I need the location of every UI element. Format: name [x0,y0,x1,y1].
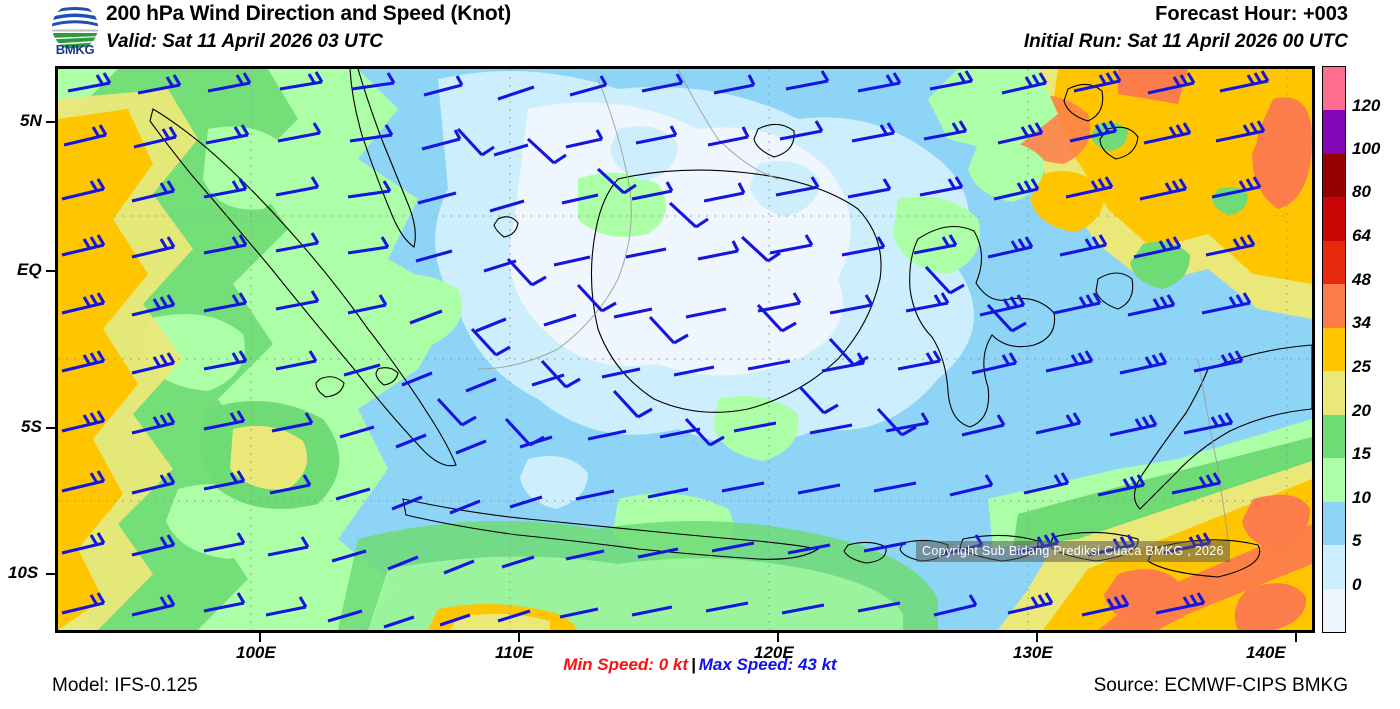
wind-barbs [61,70,1270,629]
min-speed-label: Min Speed: 0 kt [563,655,688,674]
ytick-label-5n: 5N [20,111,42,130]
ytick-label-10s: 10S [8,563,39,582]
colorbar-label-15: 15 [1352,444,1371,463]
source-label: Source: ECMWF-CIPS BMKG [1093,675,1348,696]
xtick-label-130e: 130E [1013,643,1053,662]
max-speed-label: Max Speed: 43 kt [698,655,837,674]
ytick-label-eq: EQ [17,260,42,279]
colorbar-segment [1323,284,1345,328]
xtick-label-140e: 140E [1246,643,1286,662]
ytick-label-5s: 5S [21,417,42,436]
xtick-mark-130e [1036,633,1038,642]
initial-run-label: Initial Run: Sat 11 April 2026 00 UTC [1023,31,1348,52]
colorbar [1322,66,1346,633]
colorbar-label-34: 34 [1352,313,1371,332]
colorbar-label-64: 64 [1352,226,1371,245]
minmax-separator: | [690,655,696,674]
xtick-label-100e: 100E [236,643,276,662]
colorbar-segment [1323,197,1345,241]
colorbar-label-100: 100 [1352,139,1381,158]
speed-shading [58,69,1312,630]
xtick-label-120e: 120E [754,643,794,662]
ytick-mark-eq [46,270,55,272]
xtick-label-110e: 110E [495,643,534,662]
colorbar-segment [1323,545,1345,589]
ytick-mark-10s [46,573,55,575]
forecast-hour-label: Forecast Hour: +003 [1155,3,1348,25]
colorbar-label-20: 20 [1352,401,1371,420]
colorbar-segment [1323,240,1345,285]
colorbar-segment [1323,588,1345,633]
country-borders [477,69,1229,540]
colorbar-label-48: 48 [1352,270,1371,289]
colorbar-label-120: 120 [1352,96,1381,115]
wind-map-plot[interactable] [55,66,1315,633]
colorbar-segment [1323,371,1345,415]
colorbar-segment [1323,414,1345,459]
bmkg-logo-label: BMKG [55,42,95,57]
xtick-mark-100e [259,633,261,642]
min-max-speed-row: Min Speed: 0 kt | Max Speed: 43 kt [0,655,1400,675]
gridlines [58,69,1312,630]
ytick-mark-5s [46,427,55,429]
xtick-mark-120e [777,633,779,642]
ytick-mark-5n [46,121,55,123]
colorbar-segment [1323,458,1345,502]
colorbar-label-0: 0 [1352,575,1362,594]
wind-field-svg [58,69,1312,630]
xtick-mark-110e [518,633,520,642]
colorbar-segment [1323,67,1345,111]
bmkg-logo-icon [46,2,104,60]
xtick-mark-140e [1295,633,1297,642]
colorbar-segment [1323,327,1345,372]
valid-time-label: Valid: Sat 11 April 2026 03 UTC [106,31,384,52]
colorbar-segment [1323,110,1345,154]
colorbar-segment [1323,501,1345,546]
colorbar-label-25: 25 [1352,357,1371,376]
page-title: 200 hPa Wind Direction and Speed (Knot) [106,2,512,25]
copyright-watermark: Copyright Sub Bidang Prediksi Cuaca BMKG… [916,541,1230,562]
colorbar-label-80: 80 [1352,182,1371,201]
colorbar-segment [1323,153,1345,198]
model-label: Model: IFS-0.125 [52,675,198,696]
colorbar-label-10: 10 [1352,488,1371,507]
colorbar-label-5: 5 [1352,531,1362,550]
wind-map-canvas [58,69,1312,630]
